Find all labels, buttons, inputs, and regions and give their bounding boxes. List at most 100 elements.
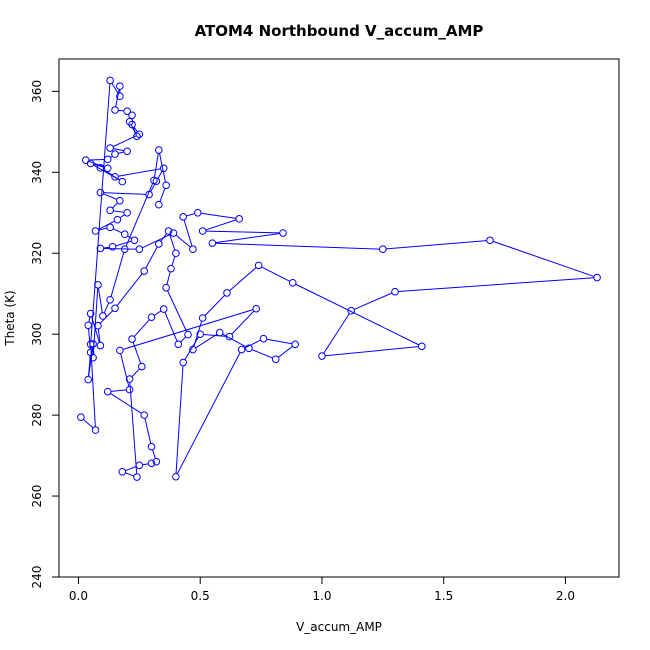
series-segment bbox=[118, 151, 125, 154]
data-point bbox=[225, 332, 234, 341]
series-segment bbox=[103, 246, 110, 249]
series-segment bbox=[152, 449, 156, 459]
series-segment bbox=[98, 220, 115, 230]
data-point bbox=[137, 362, 146, 371]
series-segment bbox=[169, 233, 176, 251]
data-point bbox=[96, 341, 105, 350]
data-point bbox=[159, 305, 168, 313]
data-point bbox=[179, 213, 187, 221]
data-point bbox=[113, 215, 122, 224]
series-segment bbox=[203, 333, 227, 337]
series-segment bbox=[157, 170, 163, 179]
data-point bbox=[164, 227, 173, 235]
data-point bbox=[116, 196, 124, 205]
data-point bbox=[135, 245, 144, 254]
data-point bbox=[91, 227, 100, 235]
series-segment bbox=[180, 336, 187, 343]
data-point bbox=[155, 240, 163, 248]
data-point bbox=[123, 107, 131, 116]
data-point bbox=[118, 177, 127, 186]
series-segment bbox=[133, 319, 150, 337]
data-point bbox=[252, 304, 261, 313]
x-tick-label: 2.0 bbox=[556, 589, 575, 603]
series-segment bbox=[88, 347, 94, 377]
series-segment bbox=[122, 309, 254, 350]
y-tick-label: 280 bbox=[30, 404, 44, 427]
data-point bbox=[89, 340, 97, 348]
series-segment bbox=[295, 283, 420, 346]
data-point bbox=[96, 244, 105, 253]
series-segment bbox=[90, 347, 96, 427]
data-point bbox=[86, 309, 95, 318]
series-segment bbox=[159, 188, 166, 202]
series-segment bbox=[150, 183, 156, 192]
series-segment bbox=[97, 328, 101, 343]
series-segment bbox=[98, 227, 108, 231]
data-point bbox=[172, 249, 180, 258]
series-segment bbox=[113, 148, 125, 152]
series-segment bbox=[325, 346, 419, 357]
data-point bbox=[123, 208, 131, 217]
series-segment bbox=[116, 273, 143, 307]
data-point bbox=[318, 352, 326, 360]
data-point bbox=[150, 176, 158, 185]
data-point bbox=[89, 353, 97, 362]
data-point bbox=[235, 215, 243, 223]
series-segment bbox=[120, 353, 130, 387]
series-segment bbox=[171, 256, 176, 266]
data-point bbox=[379, 245, 387, 254]
data-point bbox=[103, 155, 112, 164]
series-segment bbox=[144, 418, 152, 444]
data-point bbox=[184, 330, 192, 339]
data-point bbox=[254, 261, 263, 270]
series-segment bbox=[266, 338, 293, 345]
series-segment bbox=[131, 368, 140, 378]
data-point bbox=[111, 150, 119, 158]
data-point bbox=[128, 111, 136, 120]
data-point bbox=[133, 132, 141, 141]
data-point bbox=[111, 106, 119, 114]
data-point bbox=[118, 467, 127, 476]
data-point bbox=[125, 375, 134, 383]
data-point bbox=[140, 267, 149, 275]
data-point bbox=[391, 287, 399, 296]
data-point bbox=[208, 239, 217, 247]
series-segment bbox=[90, 83, 111, 342]
data-point bbox=[106, 206, 114, 215]
series-segment bbox=[176, 352, 241, 474]
data-point bbox=[162, 283, 170, 292]
data-point bbox=[123, 147, 131, 156]
series-segment bbox=[153, 153, 159, 178]
series-segment bbox=[110, 252, 125, 297]
series-segment bbox=[103, 192, 146, 195]
data-point bbox=[167, 264, 175, 273]
y-axis: 240 260 280 300 320 340 360 bbox=[30, 80, 60, 588]
series-segment bbox=[164, 311, 178, 342]
y-tick-label: 300 bbox=[30, 323, 44, 346]
x-axis-label: V_accum_AMP bbox=[296, 620, 382, 634]
data-point bbox=[91, 426, 100, 434]
data-point bbox=[486, 236, 494, 245]
data-point bbox=[152, 457, 161, 466]
data-point bbox=[193, 208, 202, 217]
series-segment bbox=[323, 313, 350, 354]
series-segment bbox=[215, 242, 380, 250]
data-point bbox=[116, 92, 124, 101]
data-point bbox=[99, 312, 107, 320]
data-point bbox=[145, 190, 153, 199]
chart-title: ATOM4 Northbound V_accum_AMP bbox=[195, 22, 484, 40]
x-tick-label: 1.0 bbox=[312, 589, 331, 603]
data-point bbox=[147, 459, 156, 468]
series-segment bbox=[111, 82, 119, 94]
data-point bbox=[417, 342, 426, 351]
x-tick-label: 0.5 bbox=[191, 589, 210, 603]
data-point bbox=[103, 164, 112, 173]
data-point bbox=[116, 82, 124, 90]
series-segment bbox=[354, 292, 393, 310]
series-segment bbox=[186, 213, 195, 217]
data-point bbox=[106, 295, 114, 304]
y-tick-label: 260 bbox=[30, 485, 44, 508]
x-axis: 0.0 0.5 1.0 1.5 2.0 bbox=[69, 576, 575, 603]
series-segment bbox=[278, 345, 293, 358]
series-segment bbox=[83, 418, 94, 429]
